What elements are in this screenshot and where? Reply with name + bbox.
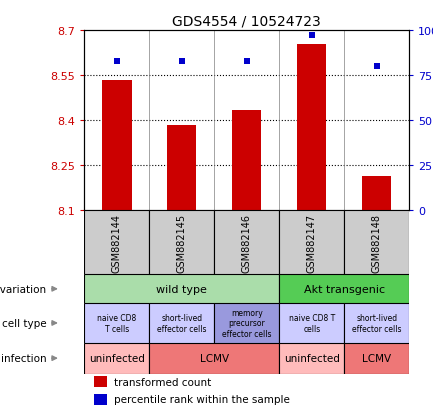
Point	[308, 33, 315, 40]
Bar	[94, 394, 107, 405]
Text: GSM882147: GSM882147	[307, 213, 317, 272]
Bar	[84, 275, 279, 304]
Bar	[102, 81, 132, 211]
Text: naive CD8 T
cells: naive CD8 T cells	[289, 313, 335, 333]
Text: genotype/variation: genotype/variation	[0, 284, 46, 294]
Text: Akt transgenic: Akt transgenic	[304, 284, 385, 294]
Point	[178, 58, 185, 65]
Point	[243, 58, 250, 65]
Text: short-lived
effector cells: short-lived effector cells	[352, 313, 401, 333]
Text: percentile rank within the sample: percentile rank within the sample	[113, 394, 290, 404]
Bar	[344, 343, 409, 374]
Bar	[344, 211, 409, 275]
Bar	[344, 304, 409, 343]
Bar	[149, 211, 214, 275]
Text: uninfected: uninfected	[89, 353, 145, 363]
Text: memory
precursor
effector cells: memory precursor effector cells	[222, 309, 271, 338]
Bar	[167, 125, 197, 211]
Bar	[84, 343, 149, 374]
Point	[373, 64, 380, 70]
Text: GSM882146: GSM882146	[242, 213, 252, 272]
Title: GDS4554 / 10524723: GDS4554 / 10524723	[172, 14, 321, 28]
Bar	[279, 275, 409, 304]
Text: uninfected: uninfected	[284, 353, 340, 363]
Bar	[297, 45, 326, 211]
Text: short-lived
effector cells: short-lived effector cells	[157, 313, 207, 333]
Text: transformed count: transformed count	[113, 377, 211, 387]
Bar	[214, 211, 279, 275]
Bar	[279, 211, 344, 275]
Text: LCMV: LCMV	[362, 353, 391, 363]
Text: GSM882144: GSM882144	[112, 213, 122, 272]
Point	[113, 58, 120, 65]
Bar	[279, 304, 344, 343]
Text: wild type: wild type	[156, 284, 207, 294]
Bar	[84, 211, 149, 275]
Text: infection: infection	[1, 353, 46, 363]
Bar	[214, 304, 279, 343]
Bar	[94, 377, 107, 387]
Text: cell type: cell type	[2, 318, 46, 328]
Bar	[279, 343, 344, 374]
Text: GSM882145: GSM882145	[177, 213, 187, 272]
Text: LCMV: LCMV	[200, 353, 229, 363]
Bar	[84, 304, 149, 343]
Bar	[149, 343, 279, 374]
Bar	[362, 176, 391, 211]
Text: naive CD8
T cells: naive CD8 T cells	[97, 313, 136, 333]
Bar	[232, 110, 262, 211]
Bar	[149, 304, 214, 343]
Text: GSM882148: GSM882148	[372, 213, 382, 272]
